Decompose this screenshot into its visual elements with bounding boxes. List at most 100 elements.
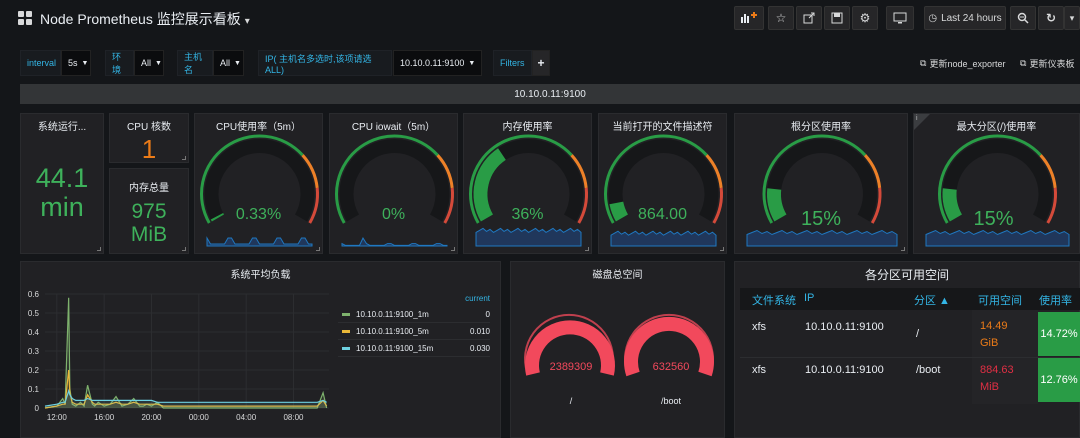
- variable-select-env[interactable]: All ▼: [134, 50, 164, 76]
- panel-cpu-usage: CPU使用率（5m） 0.33%: [194, 113, 323, 254]
- column-header-fs[interactable]: 文件系统: [752, 295, 796, 307]
- gauge-fill: [473, 148, 507, 222]
- add-panel-button[interactable]: [734, 6, 764, 30]
- zoom-out-button[interactable]: [1010, 6, 1036, 30]
- info-icon: i: [916, 115, 918, 122]
- chart-legend: current 10.10.0.11:9100_1m 0 10.10.0.11:9…: [338, 294, 490, 357]
- load-chart[interactable]: 0 0.1 0.2 0.3 0.4 0.5 0.6 12:00 16:00 20:00 00:00 0…: [21, 278, 502, 438]
- gauge-threshold-band: [301, 154, 319, 189]
- panel-root-usage: 根分区使用率 15%: [734, 113, 908, 254]
- gauge-threshold-band: [863, 154, 882, 189]
- panel-info-corner[interactable]: [914, 114, 930, 130]
- column-header-usage[interactable]: 使用率: [1039, 295, 1072, 307]
- star-button[interactable]: ☆: [768, 6, 794, 30]
- panel-mem-total: 内存总量 975 MiB: [109, 168, 189, 254]
- legend-header: current: [465, 294, 490, 303]
- resize-handle[interactable]: [451, 247, 455, 251]
- share-icon: [803, 12, 815, 24]
- cell-usage: 12.76%: [1038, 358, 1080, 402]
- dashboard-title[interactable]: Node Prometheus 监控展示看板 ▾: [40, 9, 250, 29]
- panel-title: 磁盘总空间: [592, 270, 643, 281]
- legend-series-name: 10.10.0.11:9100_5m: [356, 326, 429, 336]
- resize-handle[interactable]: [182, 156, 186, 160]
- view-mode-button[interactable]: [886, 6, 914, 30]
- free-number: 14.49: [980, 320, 1008, 332]
- gauge-threshold-band: [762, 134, 867, 224]
- fd-open-value: 864.00: [638, 206, 687, 223]
- resize-handle[interactable]: [585, 247, 589, 251]
- gauge-threshold-band: [335, 134, 439, 224]
- link-label: 更新仪表板: [1029, 58, 1075, 69]
- external-link-icon: ⧉: [920, 57, 927, 68]
- series-line-1: [44, 369, 328, 409]
- variable-select-hostname[interactable]: All ▼: [213, 50, 244, 76]
- table-row[interactable]: xfs 10.10.0.11:9100 /boot 884.63 MiB 12.…: [740, 358, 1080, 404]
- panel-fd-open: 当前打开的文件描述符 864.00: [598, 113, 727, 254]
- add-filter-button[interactable]: +: [532, 50, 550, 76]
- gauge-sparkline: [610, 230, 717, 247]
- gauge-threshold-band: [570, 154, 588, 189]
- legend-item[interactable]: 10.10.0.11:9100_5m 0.010: [338, 323, 490, 340]
- link-update-node-exporter[interactable]: ⧉ 更新node_exporter: [920, 50, 1005, 76]
- gauge-threshold-band: [577, 187, 588, 224]
- panel-title: 系统平均负载: [230, 270, 291, 281]
- legend-current-value: 0.010: [469, 326, 490, 336]
- max-partition-value: 15%: [973, 208, 1014, 230]
- external-link-icon: ⧉: [1020, 57, 1027, 68]
- dashboard-grid-icon[interactable]: [18, 11, 32, 25]
- panel-title: 内存使用率: [502, 122, 553, 133]
- cpu-iowait-gauge: [335, 134, 454, 247]
- x-tick-label: 04:00: [236, 413, 257, 422]
- x-tick-label: 12:00: [47, 413, 68, 422]
- top-navbar: Node Prometheus 监控展示看板 ▾ ☆ ⚙ ◷ Last 24 hou…: [0, 0, 1080, 36]
- mem-usage-gauge: [469, 134, 588, 247]
- time-picker-button[interactable]: ◷ Last 24 hours: [924, 6, 1006, 30]
- y-tick-label: 0: [35, 404, 40, 413]
- disk-root-label: /: [569, 396, 573, 406]
- legend-item[interactable]: 10.10.0.11:9100_1m 0: [338, 306, 490, 323]
- cell-fs: xfs: [752, 364, 767, 376]
- table-row[interactable]: xfs 10.10.0.11:9100 / 14.49 GiB 14.72%: [740, 310, 1080, 358]
- filters-label: Filters: [493, 50, 532, 76]
- variable-select-ip[interactable]: 10.10.0.11:9100 ▼: [393, 50, 482, 76]
- resize-handle[interactable]: [901, 247, 905, 251]
- save-button[interactable]: [824, 6, 850, 30]
- variable-select-interval[interactable]: 5s ▼: [61, 50, 91, 76]
- column-header-free[interactable]: 可用空间: [978, 295, 1022, 307]
- row-header[interactable]: 10.10.0.11:9100: [20, 84, 1080, 104]
- link-update-dashboard[interactable]: ⧉ 更新仪表板: [1020, 50, 1074, 76]
- root-usage-gauge: [746, 134, 898, 247]
- resize-handle[interactable]: [182, 247, 186, 251]
- refresh-button[interactable]: ↻: [1038, 6, 1064, 30]
- settings-button[interactable]: ⚙: [852, 6, 878, 30]
- chevron-down-icon: ▼: [234, 59, 241, 67]
- panel-title: 根分区使用率: [791, 122, 851, 133]
- cell-usage: 14.72%: [1038, 312, 1080, 356]
- resize-handle[interactable]: [316, 247, 320, 251]
- row-title: 10.10.0.11:9100: [514, 88, 586, 100]
- dashboard-title-text: Node Prometheus 监控展示看板: [40, 11, 241, 27]
- gauge-sparkline: [206, 236, 313, 247]
- variable-label-interval: interval: [20, 50, 61, 76]
- resize-handle[interactable]: [720, 247, 724, 251]
- refresh-icon: ↻: [1045, 11, 1057, 25]
- refresh-interval-dropdown[interactable]: ▾: [1064, 6, 1080, 30]
- free-number: 884.63: [980, 364, 1014, 376]
- legend-item[interactable]: 10.10.0.11:9100_15m 0.030: [338, 340, 490, 357]
- gauge-sparkline: [746, 229, 898, 247]
- column-header-ip[interactable]: IP: [804, 292, 815, 304]
- resize-handle[interactable]: [97, 247, 101, 251]
- cell-ip: 10.10.0.11:9100: [805, 364, 884, 376]
- panel-disk-total: 磁盘总空间 2389309 632560 / /boot: [510, 261, 725, 438]
- cell-mount: /: [916, 328, 920, 340]
- panel-title: 最大分区(/)使用率: [956, 122, 1037, 133]
- gauge-sparkline: [341, 236, 448, 247]
- chevron-down-icon: ▼: [155, 59, 162, 67]
- share-button[interactable]: [796, 6, 822, 30]
- mem-usage-value: 36%: [511, 206, 544, 223]
- column-header-mount[interactable]: 分区 ▲: [914, 295, 950, 307]
- gauge-threshold-band: [938, 134, 1042, 224]
- chevron-down-icon: ▾: [244, 16, 250, 27]
- disk-boot-value: 632560: [652, 361, 690, 373]
